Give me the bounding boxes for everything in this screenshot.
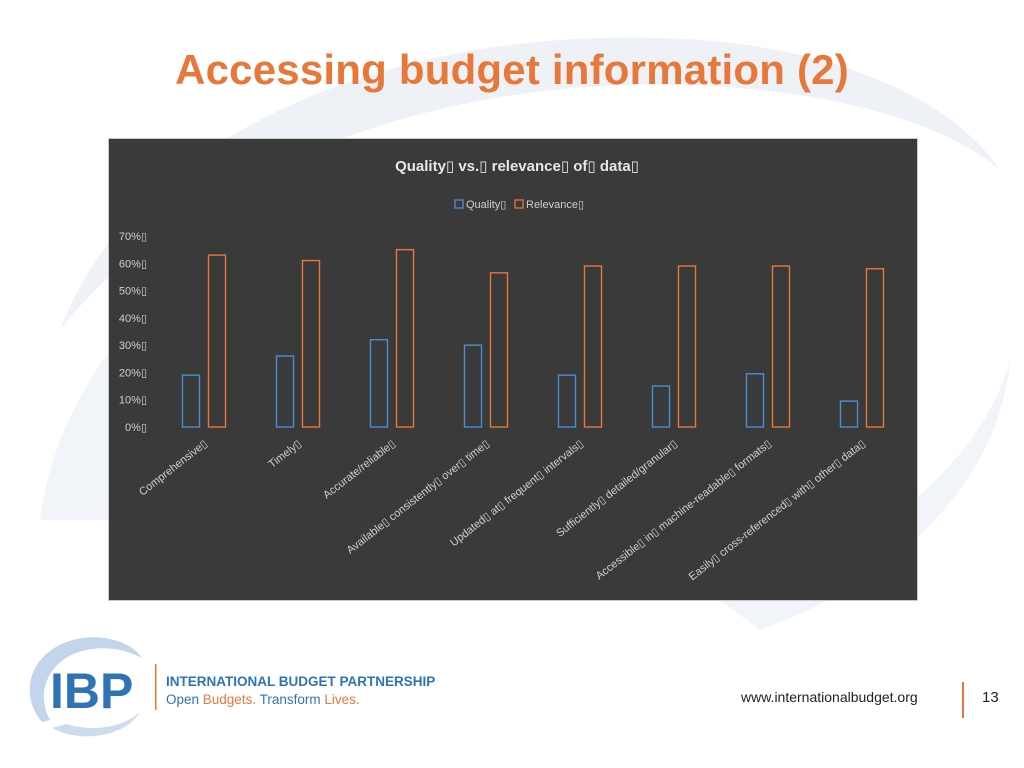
bar-quality-0 [181, 374, 201, 428]
footer-divider [962, 682, 964, 718]
bar-relevance-4 [583, 265, 603, 428]
logo-tagline-2: Budgets. [203, 692, 260, 707]
logo-tagline: Open Budgets. Transform Lives. [166, 692, 360, 707]
bar-quality-6 [745, 373, 765, 428]
ibp-logo: IBP INTERNATIONAL BUDGET PARTNERSHIP Ope… [29, 637, 435, 737]
logo-mark: IBP [50, 663, 133, 719]
bar-relevance-1 [301, 259, 321, 428]
chart-title: Quality▯ vs.▯ relevance▯ of▯ data▯ [395, 158, 639, 175]
bar-relevance-6 [771, 265, 791, 428]
bar-quality-1 [275, 355, 295, 428]
y-tick-label: 30%▯ [119, 340, 147, 352]
bar-quality-4 [557, 374, 577, 428]
bar-quality-3 [463, 344, 483, 428]
logo-swoosh-icon [29, 637, 142, 722]
legend-swatch-quality [454, 199, 464, 209]
x-category-label: Timely▯ [266, 438, 303, 471]
website-url[interactable]: www.internationalbudget.org [741, 689, 918, 705]
page-number: 13 [982, 689, 999, 706]
chart-panel: Quality▯ vs.▯ relevance▯ of▯ data▯ Quali… [108, 138, 918, 601]
x-category-label: Accurate/reliable▯ [321, 438, 398, 502]
bar-relevance-2 [395, 248, 415, 428]
bar-relevance-3 [489, 272, 509, 428]
bar-relevance-0 [207, 254, 227, 428]
x-axis: Comprehensive▯ Timely▯ Accurate/reliable▯ A… [137, 438, 868, 583]
slide-title: Accessing budget information (2) [175, 46, 849, 93]
y-tick-label: 50%▯ [119, 286, 147, 298]
legend-label-relevance: Relevance▯ [526, 199, 584, 211]
legend-label-quality: Quality▯ [466, 199, 506, 211]
logo-swoosh-lower-icon [52, 712, 140, 737]
chart-svg: Quality▯ vs.▯ relevance▯ of▯ data▯ Quali… [119, 158, 885, 583]
y-tick-label: 0%▯ [125, 422, 147, 434]
logo-tagline-3: Transform [260, 692, 325, 707]
bar-quality-2 [369, 338, 389, 428]
bars [181, 248, 885, 428]
bar-quality-7 [839, 400, 859, 428]
logo-divider [155, 664, 157, 710]
logo-org-name: INTERNATIONAL BUDGET PARTNERSHIP [166, 674, 435, 689]
y-tick-label: 10%▯ [119, 395, 147, 407]
logo-tagline-4: Lives. [324, 692, 359, 707]
y-tick-label: 70%▯ [119, 231, 147, 243]
logo-tagline-1: Open [166, 692, 203, 707]
legend-swatch-relevance [514, 199, 524, 209]
bar-relevance-5 [677, 265, 697, 428]
x-category-label: Easily▯ cross-referenced▯ with▯ other▯ d… [687, 438, 868, 583]
y-tick-label: 20%▯ [119, 367, 147, 379]
y-tick-label: 40%▯ [119, 313, 147, 325]
y-axis: 0%▯ 10%▯ 20%▯ 30%▯ 40%▯ 50%▯ 60%▯ 70%▯ [119, 231, 147, 434]
bar-relevance-7 [865, 268, 885, 428]
bar-quality-5 [651, 385, 671, 428]
chart-legend: Quality▯ Relevance▯ [454, 199, 584, 211]
y-tick-label: 60%▯ [119, 258, 147, 270]
x-category-label: Comprehensive▯ [137, 438, 210, 499]
x-category-label: Accessible▯ in▯ machine-readable▯ format… [594, 438, 774, 582]
